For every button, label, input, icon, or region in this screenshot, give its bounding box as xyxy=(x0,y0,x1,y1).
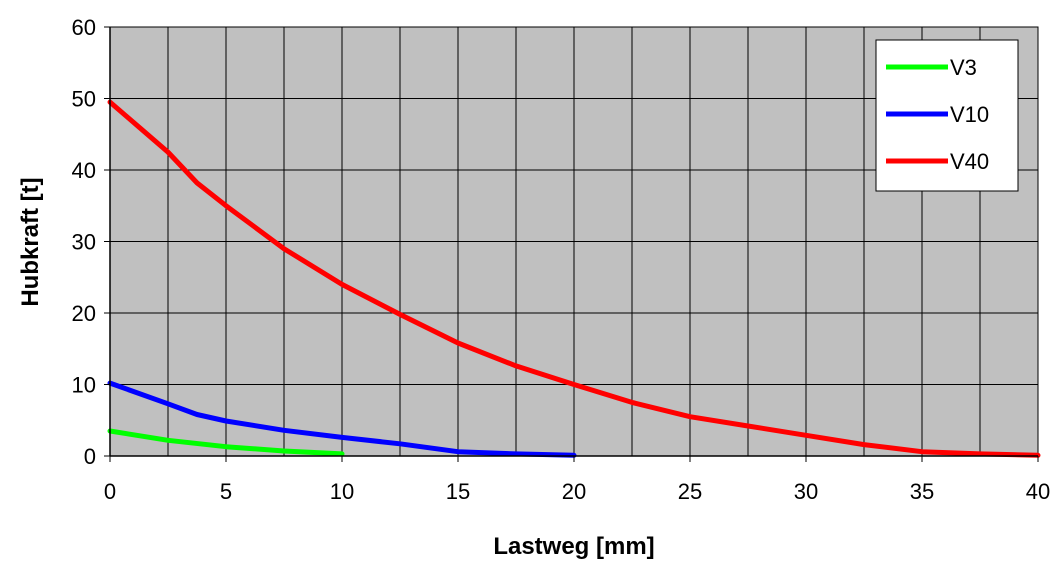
y-tick-label: 30 xyxy=(72,230,96,255)
x-tick-label: 5 xyxy=(220,479,232,504)
series-line-v10 xyxy=(107,380,577,458)
y-tick-label: 10 xyxy=(72,373,96,398)
x-tick-label: 35 xyxy=(910,479,934,504)
x-tick-label: 0 xyxy=(104,479,116,504)
y-tick-label: 40 xyxy=(72,158,96,183)
x-tick-label: 20 xyxy=(562,479,586,504)
series-line-v40 xyxy=(107,99,1041,458)
x-tick-label: 10 xyxy=(330,479,354,504)
legend: V3 V10 V40 xyxy=(875,39,1019,192)
legend-label-v40: V40 xyxy=(950,149,989,174)
y-tick-label: 20 xyxy=(72,301,96,326)
y-tick-label: 0 xyxy=(84,444,96,469)
legend-label-v3: V3 xyxy=(950,55,977,80)
series-line-v3 xyxy=(107,428,345,457)
tick-labels: 0 5 10 15 20 25 30 35 40 0 10 20 30 40 50 60 xyxy=(72,15,1051,504)
x-axis-title: Lastweg [mm] xyxy=(493,533,654,560)
y-tick-label: 50 xyxy=(72,87,96,112)
y-tick-label: 60 xyxy=(72,15,96,40)
legend-label-v10: V10 xyxy=(950,102,989,127)
series-layer xyxy=(107,99,1041,458)
y-axis-title: Hubkraft [t] xyxy=(17,177,44,306)
x-tick-label: 25 xyxy=(678,479,702,504)
x-tick-label: 30 xyxy=(794,479,818,504)
x-tick-label: 15 xyxy=(446,479,470,504)
x-tick-label: 40 xyxy=(1026,479,1050,504)
